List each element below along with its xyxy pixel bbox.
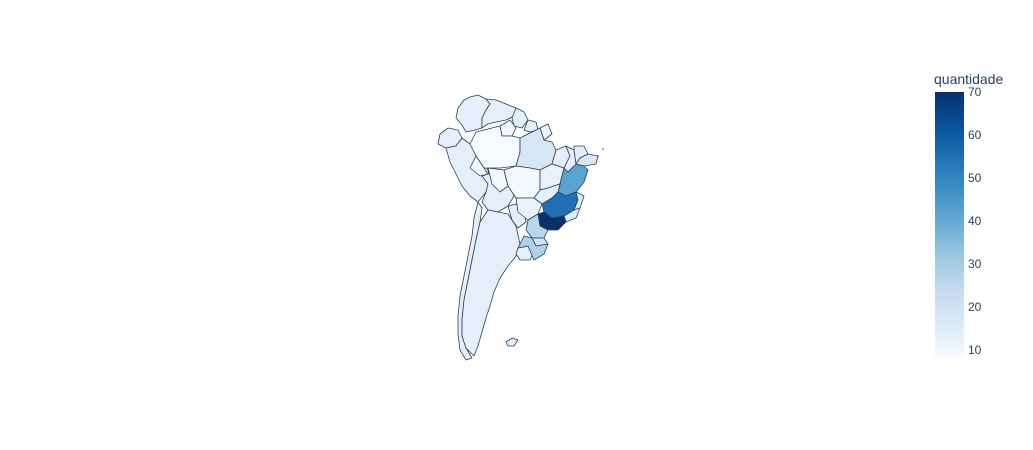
region-venezuela[interactable] [481,98,517,129]
colorbar-tick-label: 30 [968,257,982,272]
island-dot [602,148,604,150]
region-acre[interactable] [469,155,489,177]
colorbar-tick-label: 40 [968,214,982,229]
region-falklands[interactable] [505,337,519,347]
island-dot [597,155,599,157]
colorbar-tick-label: 20 [968,300,982,315]
colorbar-tick-label: 60 [968,128,982,143]
region-rio-grande-do-sul[interactable] [517,235,549,261]
colorbar-title: quantidade [934,71,1004,87]
region-rondonia[interactable] [487,167,509,193]
region-guyana[interactable] [511,107,529,129]
region-parana[interactable] [525,213,549,239]
colorbar-tick-label: 50 [968,171,982,186]
colorbar-tick-label: 10 [968,343,982,358]
colorbar: quantidade 70 60 50 40 30 20 10 [924,70,1024,370]
region-argentina[interactable] [461,209,521,357]
colorbar-tick-label: 70 [968,85,982,99]
colorbar-gradient [935,92,964,359]
